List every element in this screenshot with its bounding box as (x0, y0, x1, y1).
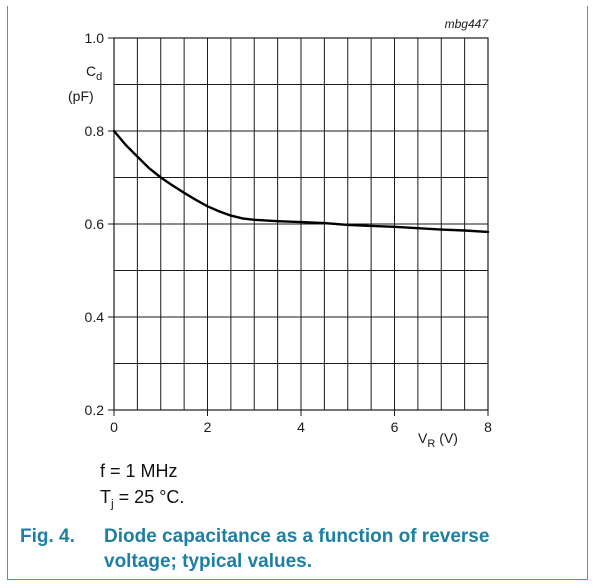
grid (113, 37, 489, 411)
x-axis-subscript: R (427, 438, 435, 450)
y-tick-label: 0.4 (85, 309, 105, 325)
x-axis-label: VR (V) (418, 430, 458, 450)
x-tick-label: 8 (484, 419, 492, 435)
temperature-value: = 25 °C. (113, 487, 185, 507)
figure-frame (7, 6, 588, 580)
figure-reference: mbg447 (445, 17, 490, 31)
capacitance-curve (112, 129, 490, 234)
y-tick-label: 0.6 (85, 216, 105, 232)
x-tick-label: 0 (110, 419, 118, 435)
axes (108, 37, 489, 416)
x-tick-label: 6 (391, 419, 399, 435)
y-axis-subscript: d (96, 71, 102, 83)
y-axis-unit: (pF) (68, 88, 94, 104)
x-axis-symbol: V (418, 430, 428, 446)
x-axis-unit: (V) (439, 430, 458, 446)
y-tick-label: 1.0 (85, 30, 105, 46)
x-tick-label: 2 (204, 419, 212, 435)
figure-title: Diode capacitance as a function of rever… (104, 526, 490, 572)
figure-number: Fig. 4. (20, 526, 75, 547)
y-axis-label: Cd (86, 63, 102, 83)
frequency-condition: f = 1 MHz (100, 461, 178, 481)
y-axis-symbol: C (86, 63, 96, 79)
tick-labels: 0.2 0.4 0.6 0.8 1.0 0 2 4 6 8 (85, 30, 493, 435)
test-conditions: f = 1 MHz Tj = 25 °C. (100, 458, 184, 517)
x-tick-label: 4 (297, 419, 305, 435)
temperature-symbol: T (100, 487, 111, 507)
temperature-condition: Tj = 25 °C. (100, 484, 184, 517)
y-tick-label: 0.8 (85, 123, 105, 139)
series-layer (112, 129, 490, 234)
temperature-subscript: j (111, 496, 114, 511)
y-tick-label: 0.2 (85, 402, 105, 418)
